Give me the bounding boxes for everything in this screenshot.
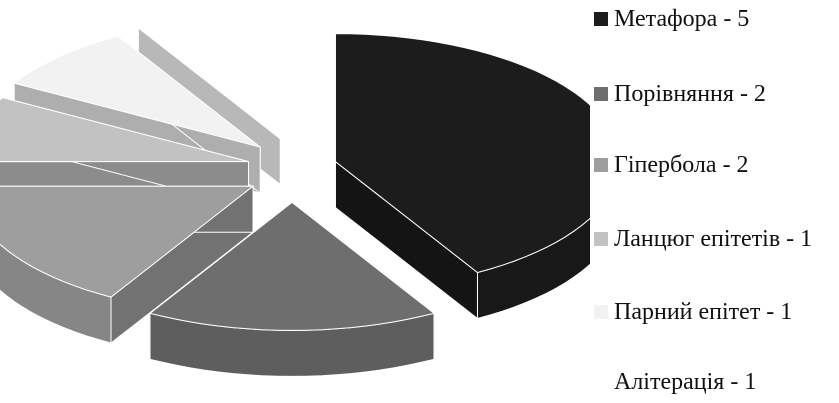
legend-label: Парний епітет - 1 xyxy=(614,298,793,325)
legend-label: Порівняння - 2 xyxy=(614,80,766,107)
pie-chart xyxy=(0,10,590,377)
legend-swatch xyxy=(594,87,608,101)
pie-slice-2 xyxy=(0,185,255,345)
pie-slice-top xyxy=(0,97,249,163)
pie-slice-1 xyxy=(148,201,435,377)
legend-swatch xyxy=(594,12,608,26)
legend-swatch xyxy=(594,158,608,172)
legend-item-metaphor: Метафора - 5 xyxy=(594,4,749,34)
pie-slice-top xyxy=(13,35,261,148)
pie-slice-top xyxy=(334,33,590,274)
chart-legend: Метафора - 5 Порівняння - 2 Гіпербола - … xyxy=(594,0,839,403)
pie-slice-top xyxy=(0,185,255,298)
legend-label: Метафора - 5 xyxy=(614,5,750,32)
legend-label: Ланцюг епітетів - 1 xyxy=(614,225,813,252)
legend-item-epithet-chain: Ланцюг епітетів - 1 xyxy=(594,224,812,254)
legend-item-paired-epithet: Парний епітет - 1 xyxy=(594,297,792,327)
pie-slice-0 xyxy=(334,33,590,320)
legend-item-comparison: Порівняння - 2 xyxy=(594,79,766,109)
legend-label: Гіпербола - 2 xyxy=(614,151,749,178)
legend-item-hyperbole: Гіпербола - 2 xyxy=(594,150,749,180)
pie-slice-top xyxy=(137,10,281,140)
pie-slice-outer-wall xyxy=(477,217,590,320)
pie-slice-top xyxy=(148,201,435,331)
legend-swatch xyxy=(594,232,608,246)
legend-label: Алітерація - 1 xyxy=(614,368,757,395)
legend-item-alliteration: Алітерація - 1 xyxy=(594,367,756,397)
legend-swatch xyxy=(594,305,608,319)
